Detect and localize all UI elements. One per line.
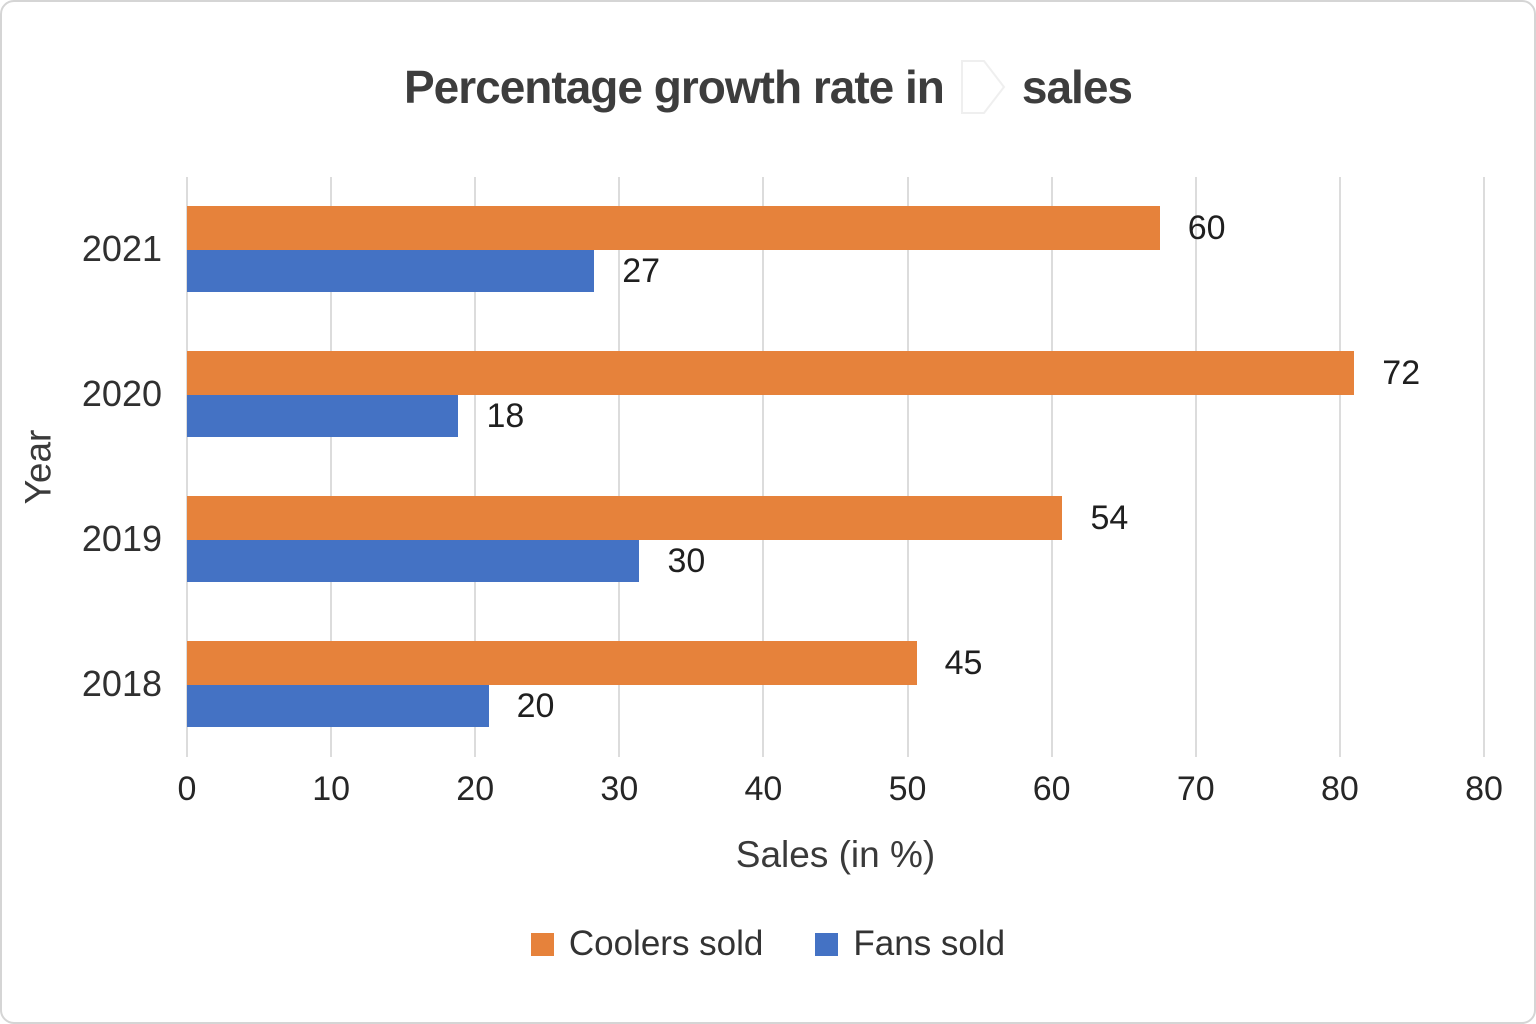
bar-value-label: 60	[1187, 208, 1226, 247]
bar-coolers-sold-2020	[187, 351, 1355, 395]
x-tick-label: 50	[888, 770, 927, 808]
bar-coolers-sold-2018	[187, 641, 917, 685]
bar-value-label: 27	[622, 251, 661, 290]
chart-title-pre: Percentage growth rate in	[403, 61, 945, 113]
x-tick-label: 40	[744, 770, 783, 808]
gridline	[1338, 177, 1341, 757]
gridline	[186, 177, 188, 757]
faint-arrow-icon	[960, 60, 1006, 114]
bar-fans-sold-2019	[187, 540, 640, 582]
legend-swatch-icon	[530, 932, 554, 956]
x-tick-label: 60	[1032, 770, 1071, 808]
chart-title: Percentage growth rate in sales	[2, 58, 1534, 116]
gridline	[1194, 177, 1197, 757]
bar-fans-sold-2020	[187, 395, 459, 437]
gridline	[618, 177, 621, 757]
bar-value-label: 20	[516, 686, 555, 725]
bar-value-label: 54	[1090, 498, 1129, 537]
gridline	[330, 177, 333, 757]
gridline	[1483, 177, 1485, 757]
legend-swatch-icon	[815, 932, 839, 956]
x-tick-label: 80	[1320, 770, 1359, 808]
bar-value-label: 72	[1382, 353, 1421, 392]
x-tick-label: 30	[600, 770, 639, 808]
legend: Coolers sold Fans sold	[2, 924, 1534, 964]
bar-fans-sold-2021	[187, 250, 595, 292]
y-tick-label: 2019	[81, 518, 162, 559]
legend-label: Fans sold	[853, 924, 1006, 963]
bar-fans-sold-2018	[187, 685, 489, 727]
gridline	[906, 177, 909, 757]
bar-value-label: 30	[667, 541, 706, 580]
chart-title-post: sales	[1021, 61, 1133, 113]
y-tick-label: 2021	[81, 228, 162, 269]
y-tick-label: 2018	[81, 663, 162, 704]
x-axis-title: Sales (in %)	[735, 834, 936, 875]
gridline	[1050, 177, 1053, 757]
bar-value-label: 45	[944, 643, 983, 682]
bar-coolers-sold-2019	[187, 496, 1063, 540]
legend-label: Coolers sold	[568, 924, 764, 963]
legend-item-coolers-sold: Coolers sold	[530, 924, 764, 964]
y-axis-title: Year	[17, 429, 59, 505]
gridline	[762, 177, 765, 757]
x-axis-ticks: 0 10 20 30 40 50 60 70 80 80	[178, 770, 1503, 814]
gridline	[474, 177, 477, 757]
bar-value-label: 18	[486, 396, 525, 435]
plot-area: 60 27 72 18 54 30 45 20	[186, 177, 1485, 757]
x-tick-label: 80	[1465, 770, 1503, 808]
y-tick-label: 2020	[81, 373, 162, 414]
x-tick-label: 10	[312, 770, 351, 808]
bar-coolers-sold-2021	[187, 206, 1160, 250]
x-tick-label: 20	[456, 770, 495, 808]
x-tick-label: 70	[1176, 770, 1215, 808]
legend-item-fans-sold: Fans sold	[815, 924, 1005, 964]
x-tick-label: 0	[177, 770, 197, 808]
